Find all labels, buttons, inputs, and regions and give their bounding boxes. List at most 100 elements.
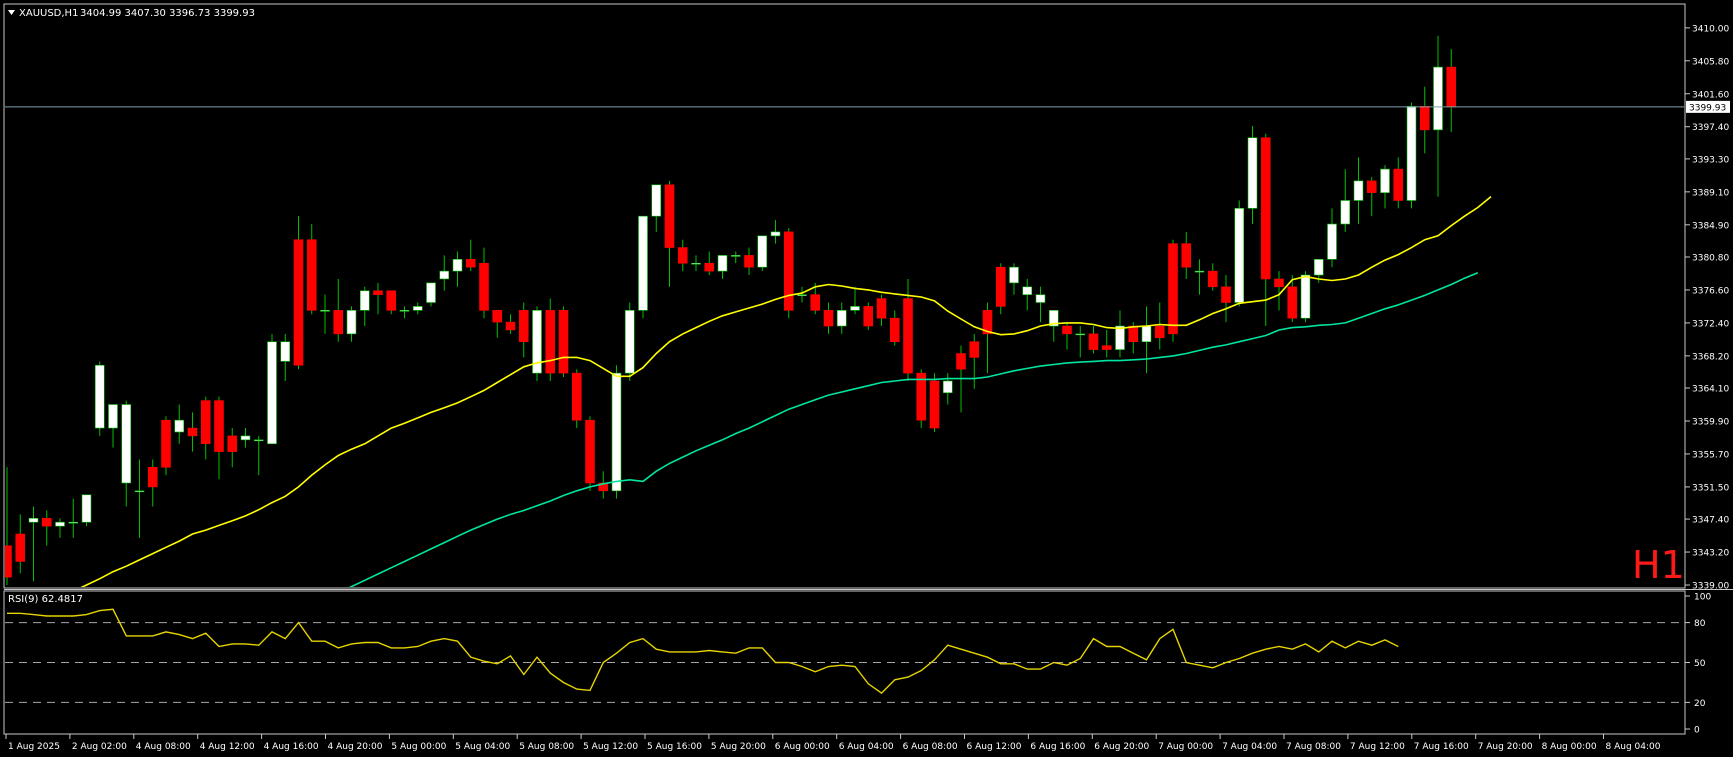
price-tick-label: 3376.60 xyxy=(1692,286,1729,296)
bear-candle-body xyxy=(571,372,582,421)
bear-candle-body xyxy=(1207,270,1218,288)
bear-candle-body xyxy=(1366,180,1377,193)
bear-candle-body xyxy=(505,321,516,331)
time-tick-label: 4 Aug 20:00 xyxy=(328,742,383,752)
fast-moving-average-line xyxy=(80,195,1492,587)
bear-candle-body xyxy=(558,310,569,374)
bear-candle-body xyxy=(876,298,887,319)
bear-candle-body xyxy=(1168,243,1178,335)
dropdown-triangle-icon[interactable] xyxy=(8,10,15,15)
time-tick-label: 4 Aug 08:00 xyxy=(136,742,191,752)
bull-candle-body xyxy=(717,255,728,272)
time-tick-label: 6 Aug 04:00 xyxy=(839,742,894,752)
bear-candle-body xyxy=(863,306,874,327)
time-tick-label: 6 Aug 08:00 xyxy=(903,742,958,752)
price-tick-label: 3339.00 xyxy=(1692,582,1729,592)
bull-candle-body xyxy=(412,306,423,311)
bull-candle-body xyxy=(426,282,436,303)
bear-candle-body xyxy=(677,247,688,264)
bull-candle-body xyxy=(942,380,953,394)
bear-candle-body xyxy=(545,310,556,374)
moving-averages xyxy=(80,195,1492,587)
time-tick-label: 5 Aug 04:00 xyxy=(455,742,510,752)
rsi-line xyxy=(7,608,1399,695)
bull-candle-body xyxy=(757,235,768,268)
price-tick-label: 3401.60 xyxy=(1692,90,1729,100)
bull-candle-body xyxy=(240,435,251,441)
bear-candle-body xyxy=(969,341,980,358)
time-tick-label: 8 Aug 00:00 xyxy=(1542,742,1597,752)
current-price-tag xyxy=(1686,100,1730,113)
bull-candle-body xyxy=(320,310,330,312)
bear-candle-body xyxy=(1287,286,1298,319)
time-tick-label: 7 Aug 12:00 xyxy=(1350,742,1405,752)
bear-candle-body xyxy=(1419,106,1430,131)
bear-candle-body xyxy=(889,317,900,343)
bear-candle-body xyxy=(187,427,198,437)
bear-candle-body xyxy=(704,262,715,272)
rsi-tick-label: 50 xyxy=(1694,659,1706,669)
bull-candle-body xyxy=(691,262,701,265)
current-price-label: 3399.93 xyxy=(1689,103,1726,113)
bull-candle-body xyxy=(121,404,132,484)
price-tick-label: 3410.00 xyxy=(1692,24,1729,34)
bear-candle-body xyxy=(227,435,238,452)
bull-candle-body xyxy=(253,439,264,442)
time-tick-label: 4 Aug 12:00 xyxy=(200,742,255,752)
rsi-panel-frame xyxy=(3,590,1686,735)
bull-candle-body xyxy=(1194,270,1205,273)
bear-candle-body xyxy=(1181,243,1192,268)
bear-candle-body xyxy=(982,310,993,335)
price-tick-label: 3347.40 xyxy=(1692,516,1729,526)
bear-candle-body xyxy=(386,290,397,311)
time-tick-label: 7 Aug 20:00 xyxy=(1478,742,1533,752)
bear-candle-body xyxy=(200,400,211,445)
bear-candle-body xyxy=(1088,333,1099,350)
bear-candle-body xyxy=(664,184,675,248)
current-price: 3399.93 xyxy=(5,100,1730,113)
bear-candle-body xyxy=(598,482,609,492)
rsi-tick-label: 20 xyxy=(1694,699,1706,709)
price-tick-label: 3359.90 xyxy=(1692,417,1729,427)
candles xyxy=(5,35,1457,585)
time-tick-label: 6 Aug 20:00 xyxy=(1094,742,1149,752)
bull-candle-body xyxy=(1327,223,1337,260)
bull-candle-body xyxy=(68,521,79,524)
bear-candle-body xyxy=(147,466,158,488)
bull-candle-body xyxy=(1234,208,1245,303)
bull-candle-body xyxy=(439,270,450,280)
bear-candle-body xyxy=(306,239,317,311)
price-tick-label: 3372.40 xyxy=(1692,319,1729,329)
bull-candle-body xyxy=(174,419,185,433)
bear-candle-body xyxy=(1128,325,1139,343)
bull-candle-body xyxy=(452,259,463,272)
bear-candle-body xyxy=(916,372,927,421)
bear-candle-body xyxy=(1062,325,1072,335)
bear-candle-body xyxy=(585,419,595,484)
bull-candle-body xyxy=(28,517,39,523)
bear-candle-body xyxy=(823,310,834,327)
bull-candle-body xyxy=(1353,180,1364,201)
bear-candle-body xyxy=(1274,278,1284,288)
chart-symbol: XAUUSD,H1 xyxy=(19,8,78,19)
bull-candle-body xyxy=(81,494,92,523)
bear-candle-body xyxy=(479,262,489,311)
time-tick-label: 6 Aug 16:00 xyxy=(1030,742,1085,752)
time-tick-label: 7 Aug 04:00 xyxy=(1222,742,1277,752)
rsi-levels: 100 80 50 20 0 xyxy=(5,593,1711,736)
timeframe-watermark: H1 xyxy=(1632,543,1685,587)
time-tick-label: 4 Aug 16:00 xyxy=(264,742,319,752)
bear-candle-body xyxy=(518,310,529,343)
time-tick-label: 5 Aug 12:00 xyxy=(583,742,638,752)
bull-candle-body xyxy=(134,490,145,493)
bear-candle-body xyxy=(214,400,224,452)
bull-candle-body xyxy=(1035,294,1046,303)
bear-candle-body xyxy=(161,419,171,468)
bear-candle-body xyxy=(1101,345,1112,350)
bull-candle-body xyxy=(797,294,807,296)
bull-candle-body xyxy=(346,310,357,335)
bear-candle-body xyxy=(1393,168,1404,201)
price-tick-label: 3343.20 xyxy=(1692,549,1729,559)
